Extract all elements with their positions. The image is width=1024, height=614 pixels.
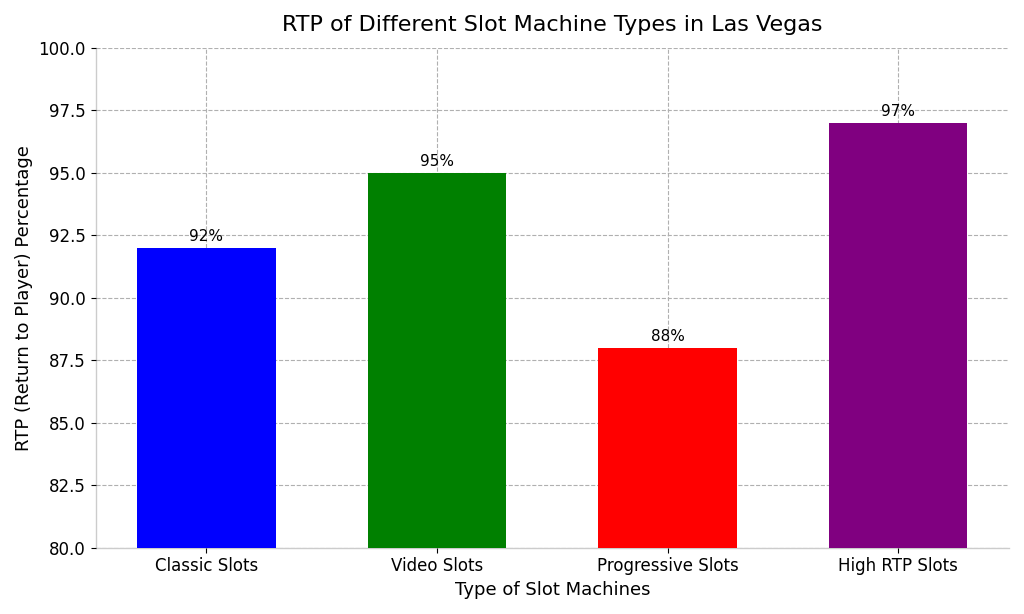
Title: RTP of Different Slot Machine Types in Las Vegas: RTP of Different Slot Machine Types in L…	[282, 15, 822, 35]
Bar	[368, 173, 506, 614]
Text: 95%: 95%	[420, 154, 454, 169]
Bar	[137, 247, 275, 614]
Text: 92%: 92%	[189, 229, 223, 244]
X-axis label: Type of Slot Machines: Type of Slot Machines	[455, 581, 650, 599]
Text: 88%: 88%	[650, 329, 685, 344]
Text: 97%: 97%	[882, 104, 915, 119]
Bar	[829, 123, 968, 614]
Y-axis label: RTP (Return to Player) Percentage: RTP (Return to Player) Percentage	[15, 145, 33, 451]
Bar	[598, 348, 737, 614]
